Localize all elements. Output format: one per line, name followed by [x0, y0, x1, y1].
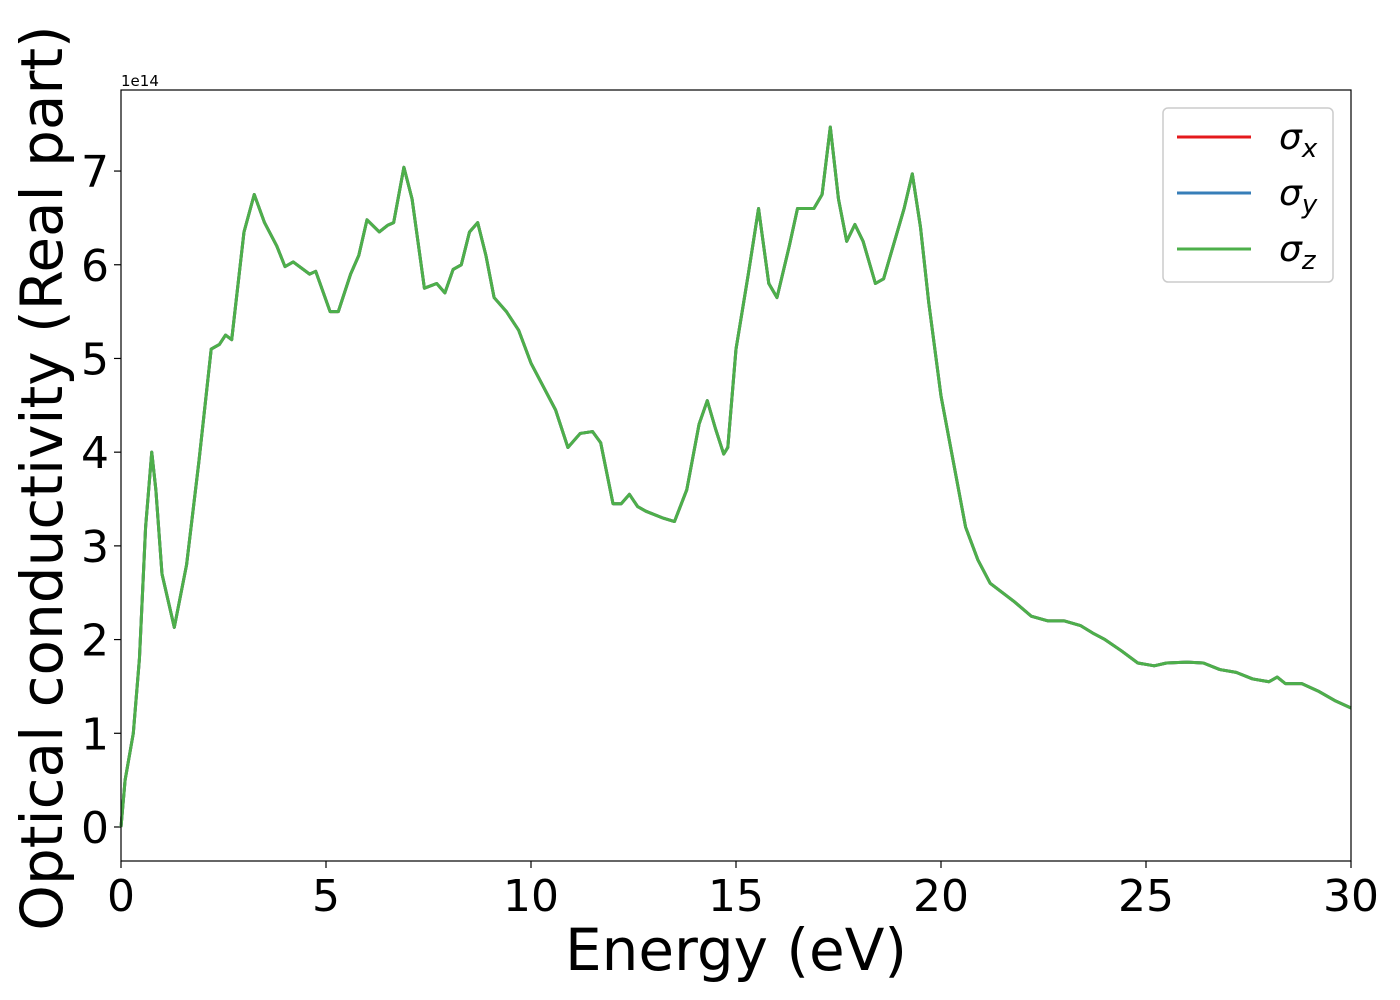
x-tick-label: 20: [913, 871, 969, 922]
y-tick-label: 0: [81, 803, 109, 854]
legend-label: σx: [1279, 117, 1318, 164]
y-tick-label: 2: [81, 616, 109, 667]
x-tick-label: 25: [1118, 871, 1174, 922]
plot-frame: [120, 89, 1352, 862]
x-axis-label: Energy (eV): [565, 916, 907, 984]
y-tick-label: 4: [81, 428, 109, 479]
x-tick-label: 30: [1323, 871, 1379, 922]
x-tick-label: 10: [503, 871, 559, 922]
y-tick-label: 7: [81, 147, 109, 198]
y-tick-label: 3: [81, 522, 109, 573]
x-tick-label: 5: [312, 871, 340, 922]
y-axis-label: Optical conductivity (Real part): [8, 25, 76, 930]
legend-box: [1162, 107, 1334, 283]
y-tick-label: 6: [81, 241, 109, 292]
legend-label: σy: [1279, 173, 1318, 220]
y-tick-label: 1: [81, 709, 109, 760]
legend-label: σz: [1279, 229, 1317, 276]
y-offset-label: 1e14: [121, 72, 159, 90]
x-tick-label: 0: [107, 871, 135, 922]
series-line: [119, 125, 1352, 828]
y-tick-label: 5: [81, 334, 109, 385]
x-tick-label: 15: [708, 871, 764, 922]
